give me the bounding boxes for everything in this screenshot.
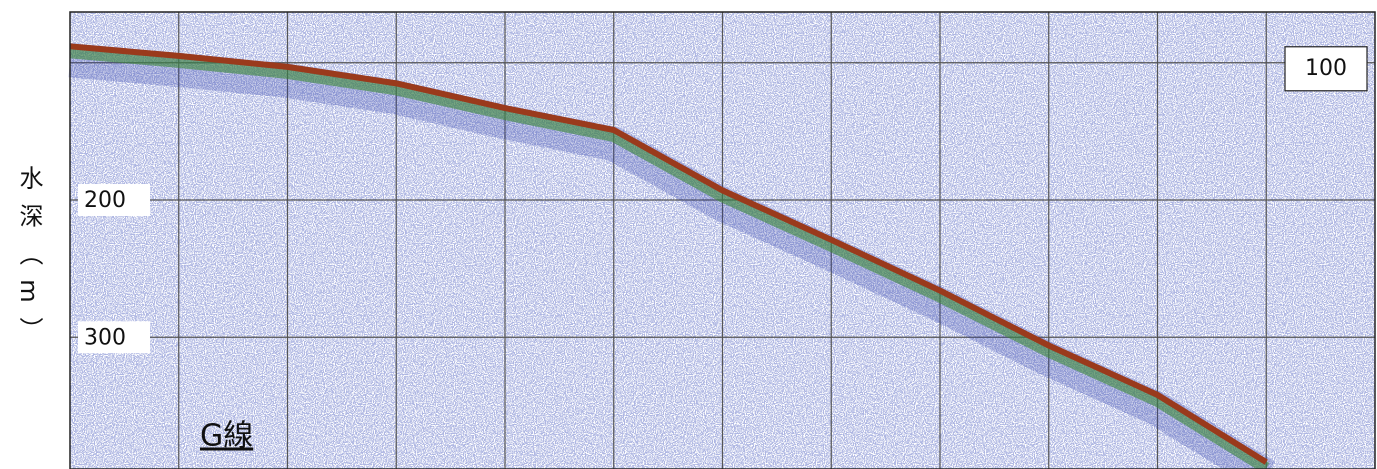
y-axis-title: 水深（m） — [15, 165, 43, 354]
tick-label-bg — [78, 321, 150, 354]
y-tick-label: 200 — [84, 188, 126, 213]
labels: 100 200 300 — [78, 46, 1368, 354]
y-tick-label: 100 — [1305, 56, 1347, 81]
line-annotation: G線 — [200, 419, 253, 454]
plot-frame — [69, 11, 1376, 469]
echo-halo — [68, 43, 1276, 469]
y-tick-label: 300 — [84, 325, 126, 350]
marks — [68, 43, 1276, 469]
tick-label-box — [1284, 46, 1368, 92]
echo-band — [69, 46, 1270, 469]
tick-label-bg — [78, 184, 150, 217]
seabed-line — [69, 43, 1268, 465]
